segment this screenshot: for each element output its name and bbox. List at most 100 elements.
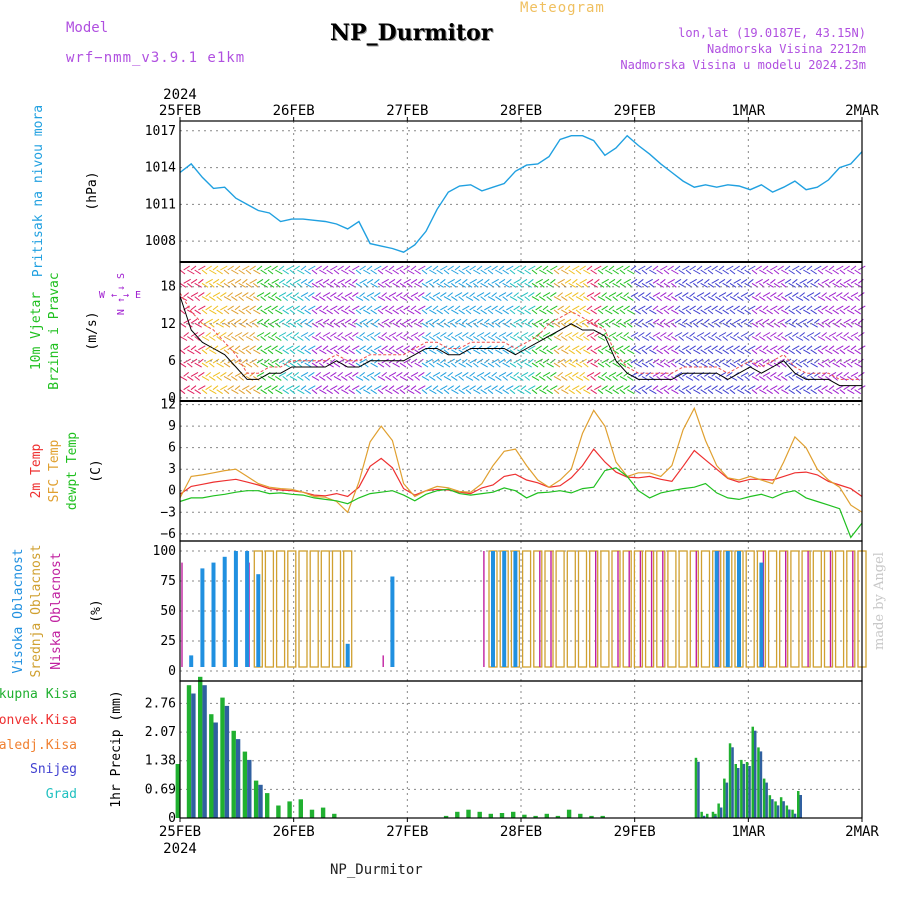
wind-barb <box>319 269 327 275</box>
wind-barb <box>205 345 212 351</box>
cloud-high-bar <box>714 551 719 667</box>
wind-barb <box>755 265 762 271</box>
wind-barb <box>814 278 820 284</box>
wind-barb <box>590 376 597 381</box>
wind-barb <box>546 309 553 315</box>
wind-barb <box>766 349 773 355</box>
wind-barb <box>370 389 377 395</box>
wind-barb <box>579 292 586 297</box>
wind-barb <box>396 371 403 377</box>
wind-barb <box>663 269 670 275</box>
wind-barb <box>656 389 663 395</box>
wind-barb <box>469 385 476 391</box>
wind-barb <box>275 309 283 315</box>
wind-barb <box>850 305 857 311</box>
wind-barb <box>502 349 509 355</box>
wind-barb <box>476 292 485 298</box>
model-label: Model <box>66 20 109 36</box>
wind-barb <box>795 309 802 315</box>
wind-barb <box>634 269 641 275</box>
wind-barb <box>766 296 773 301</box>
wind-barb <box>546 269 553 275</box>
wind-barb <box>638 318 644 324</box>
wind-barb <box>451 375 458 381</box>
wind-barb <box>260 389 267 395</box>
wind-barb <box>568 322 576 328</box>
wind-barb <box>641 269 648 275</box>
wind-barb <box>425 278 433 284</box>
wind-barb <box>568 389 575 395</box>
wind-barb <box>597 375 606 381</box>
wind-barb <box>649 349 657 355</box>
wind-barb <box>370 349 377 355</box>
wind-barb <box>418 265 426 271</box>
wind-barb <box>825 309 833 315</box>
wind-barb <box>700 389 707 395</box>
wind-barb <box>755 278 763 284</box>
wind-barb <box>553 309 560 315</box>
wind-barb <box>245 309 252 315</box>
wind-barb <box>634 389 641 395</box>
wind-barb <box>557 292 564 297</box>
wind-barb <box>627 375 634 381</box>
wind-barb <box>539 349 547 355</box>
wind-barb <box>278 371 287 377</box>
wind-barb <box>623 385 630 391</box>
wind-barb <box>685 362 693 368</box>
wind-barb <box>539 296 546 302</box>
wind-barb <box>546 362 554 368</box>
wind-barb <box>352 265 360 271</box>
wind-barb <box>234 292 243 298</box>
wind-barb <box>429 389 437 395</box>
wind-barb <box>726 292 733 298</box>
wind-barb <box>374 345 382 351</box>
wind-barb <box>315 345 322 351</box>
wind-barb <box>179 389 186 395</box>
wind-barb <box>399 389 406 395</box>
wind-barb <box>359 278 367 284</box>
wind-barb <box>564 278 572 284</box>
wind-barb <box>542 332 551 337</box>
wind-barb <box>289 322 297 328</box>
wind-barb <box>832 269 839 275</box>
cloud-mid-bar <box>644 550 655 668</box>
wind-barb <box>245 269 252 275</box>
wind-barb <box>799 292 806 297</box>
wind-barb <box>469 265 476 271</box>
wind-barb <box>311 336 320 341</box>
wind-barb <box>700 349 707 355</box>
wind-barb <box>685 389 692 395</box>
wind-barb <box>539 389 547 395</box>
wind-barb <box>803 389 811 395</box>
wind-barb <box>550 371 557 377</box>
wind-barb <box>810 309 817 315</box>
wind-barb <box>788 336 795 341</box>
wind-barb <box>370 362 378 368</box>
wind-barb <box>359 292 366 297</box>
wind-barb <box>693 336 700 341</box>
wind-barb <box>212 318 220 324</box>
cloud-mid-bar <box>600 550 610 668</box>
wind-barb <box>190 345 197 351</box>
wind-barb <box>740 371 749 377</box>
wind-barb <box>256 305 263 311</box>
wind-barb <box>663 309 670 315</box>
wind-barb <box>473 282 479 288</box>
wind-barb <box>495 322 501 328</box>
wind-barb <box>825 296 832 302</box>
wind-barb <box>341 309 349 315</box>
wind-barb <box>601 265 608 271</box>
precip-march-total-bar <box>734 764 737 818</box>
wind-barb <box>506 305 514 311</box>
wind-barb <box>531 362 539 368</box>
wind-barb <box>330 305 338 311</box>
time-label-top: 2MAR <box>845 103 879 119</box>
wind-barb <box>733 318 741 324</box>
wind-barb <box>740 265 747 271</box>
wind-barb <box>777 318 785 324</box>
wind-barb <box>836 305 844 311</box>
wind-barb <box>491 372 498 377</box>
wind-barb <box>854 362 862 368</box>
wind-barb <box>275 389 283 395</box>
wind-barb <box>751 322 759 328</box>
